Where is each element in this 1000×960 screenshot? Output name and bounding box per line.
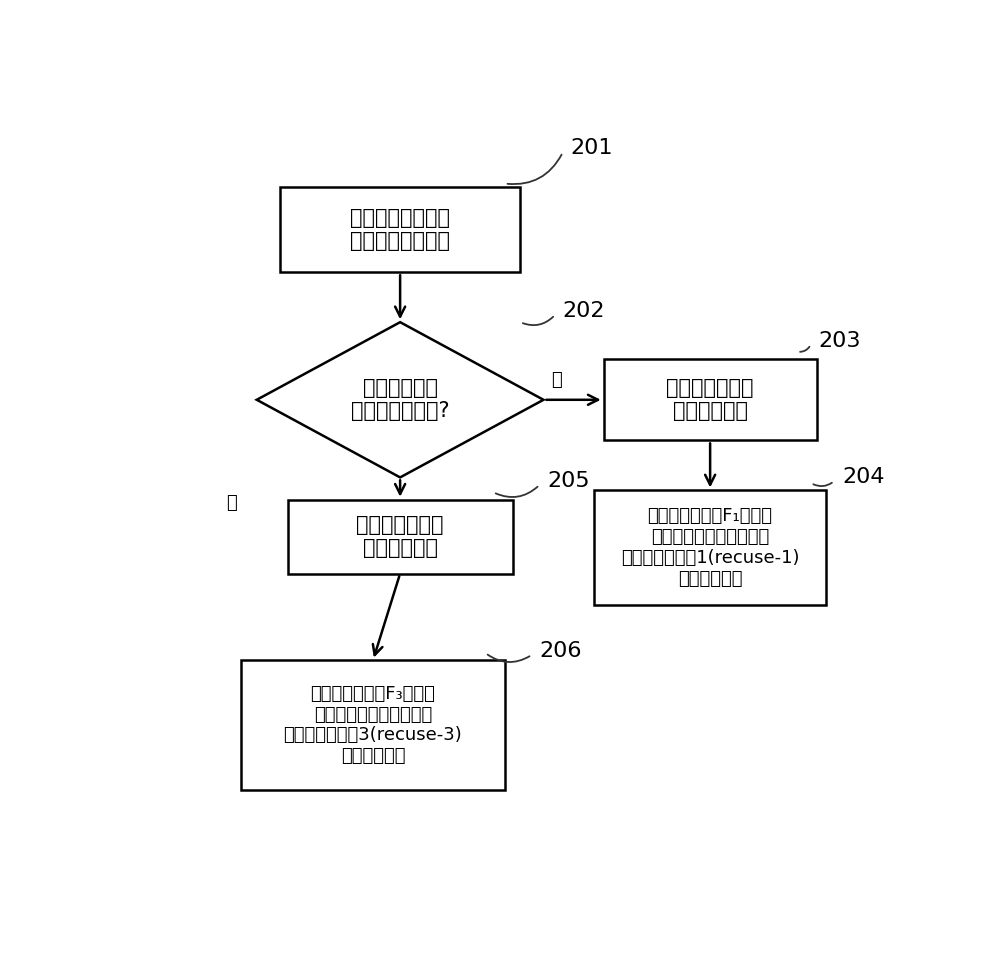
Text: 是: 是 xyxy=(226,494,237,513)
Text: 否: 否 xyxy=(551,371,562,389)
Text: 指派边缘子频段F₃之频率
次信道给该用户，并以频
率重用因子等于3(recuse-3)
重用方式传送: 指派边缘子频段F₃之频率 次信道给该用户，并以频 率重用因子等于3(recuse… xyxy=(284,684,462,765)
Text: 204: 204 xyxy=(842,468,884,488)
Polygon shape xyxy=(257,323,544,477)
Text: 203: 203 xyxy=(819,330,861,350)
Text: 将用户机区分为
细胞边缘用户: 将用户机区分为 细胞边缘用户 xyxy=(356,515,444,558)
Text: 判断信号质量
是否小于临界值?: 判断信号质量 是否小于临界值? xyxy=(351,378,449,421)
Bar xyxy=(241,660,505,790)
Bar xyxy=(280,187,520,273)
Text: 201: 201 xyxy=(571,138,613,158)
Bar xyxy=(288,499,512,573)
Text: 将用户机区分为
细胞中心用户: 将用户机区分为 细胞中心用户 xyxy=(666,378,754,421)
Text: 用户机回报所量测
到的链路信号质量: 用户机回报所量测 到的链路信号质量 xyxy=(350,208,450,252)
Bar xyxy=(604,359,817,441)
Text: 205: 205 xyxy=(547,471,590,492)
Text: 指派中心子频段F₁之频率
次信道给该用户，并以频
率重用因子等于1(recuse-1)
重用方式传送: 指派中心子频段F₁之频率 次信道给该用户，并以频 率重用因子等于1(recuse… xyxy=(621,508,799,588)
Text: 206: 206 xyxy=(540,641,582,661)
Bar xyxy=(594,491,826,605)
Text: 202: 202 xyxy=(563,301,605,321)
